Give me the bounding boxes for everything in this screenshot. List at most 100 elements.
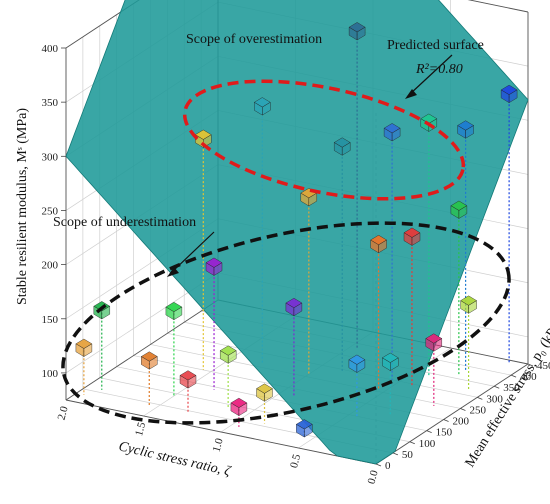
x-tick-label: 1.5 [133, 421, 148, 438]
data-point-23 [383, 123, 401, 142]
cube-right [508, 89, 518, 104]
cube-right [304, 423, 313, 438]
annotation-underestimation: Scope of underestimation [53, 215, 196, 230]
data-point-1 [75, 338, 93, 357]
data-point-14 [425, 333, 443, 352]
y-tick-label: 450 [537, 360, 550, 372]
y-tick-label: 0 [385, 460, 391, 472]
data-point-25 [457, 120, 474, 139]
z-tick-label: 400 [42, 43, 59, 55]
y-axis-label: Mean effective stress, p₀ (kPa) [463, 317, 550, 471]
y-tick-label: 250 [469, 404, 486, 416]
data-point-6 [179, 370, 197, 389]
y-tick-label: 350 [503, 382, 520, 394]
data-point-15 [460, 295, 477, 314]
x-tick-label: 1.0 [211, 437, 226, 454]
y-tick-mark [375, 463, 382, 467]
z-tick-label: 150 [42, 314, 59, 326]
data-point-8 [230, 397, 248, 417]
cube-right [213, 262, 223, 276]
cube-right [356, 359, 366, 373]
data-point-4 [165, 301, 183, 321]
cube-right [262, 101, 271, 116]
data-point-9 [256, 383, 273, 402]
data-point-19 [403, 227, 421, 246]
data-point-5 [205, 257, 223, 276]
cube-right [468, 300, 477, 314]
cube-right [238, 402, 248, 417]
surface-label-arrowhead [405, 89, 417, 99]
data-point-12 [348, 354, 366, 373]
cube-right [149, 356, 158, 370]
cube-right [83, 343, 93, 357]
data-point-13 [381, 352, 399, 371]
cube-right [187, 375, 197, 389]
box-edge [65, 299, 219, 401]
y-tick-mark [527, 363, 534, 367]
y-tick-label: 50 [402, 449, 414, 461]
y-tick-mark [426, 430, 432, 434]
x-tick-label: 0.5 [288, 453, 303, 470]
box-edge [65, 0, 140, 49]
y-tick-mark [460, 408, 466, 411]
cube-right [390, 357, 399, 371]
cube-right [308, 192, 317, 207]
y-tick-mark [409, 441, 415, 445]
data-point-27 [500, 84, 518, 104]
y-tick-label: 150 [436, 427, 453, 439]
underestimation-arrow [171, 231, 215, 273]
y-tick-mark [392, 452, 399, 456]
y-tick-label: 200 [453, 416, 470, 428]
cube-right [227, 350, 237, 364]
cube-right [458, 205, 468, 219]
z-tick-label: 200 [42, 260, 59, 272]
data-point-7 [219, 345, 237, 364]
annotation-overestimation: Scope of overestimation [186, 32, 322, 47]
cube-right [264, 388, 273, 402]
cube-right [433, 338, 442, 352]
y-tick-mark [494, 385, 500, 389]
box-edge [467, 0, 529, 13]
underestimation-arrowhead [167, 267, 179, 277]
y-tick-label: 400 [520, 371, 537, 383]
annotation-r2: R²=0.80 [415, 62, 463, 77]
cube-right [378, 239, 387, 254]
cube-right [356, 26, 366, 41]
annotation-predicted-surface: Predicted surface [387, 38, 484, 53]
y-tick-mark [477, 396, 483, 400]
data-point-24 [420, 113, 438, 132]
data-point-18 [370, 234, 387, 254]
x-tick-label: 0.0 [366, 469, 381, 486]
z-axis-label: Stable resilient modulus, Mˢ (MPa) [15, 108, 30, 305]
ticks-layer: 1001502002503003504000.00.51.01.52.00501… [42, 43, 550, 485]
z-tick-label: 250 [42, 205, 59, 217]
x-tick-label: 2.0 [56, 405, 71, 422]
underestimation-ellipse [61, 221, 511, 425]
data-point-22 [333, 137, 351, 156]
z-tick-label: 350 [42, 97, 59, 109]
data-point-17 [300, 188, 318, 207]
cube-right [173, 306, 183, 321]
box-edge [65, 399, 377, 465]
data-point-21 [253, 97, 271, 116]
cube-right [391, 127, 401, 142]
data-point-20 [450, 200, 468, 219]
cube-right [342, 142, 351, 156]
cube-right [465, 125, 474, 139]
surface-label-arrow [409, 54, 453, 95]
z-tick-label: 300 [42, 151, 59, 163]
y-tick-mark [443, 419, 449, 422]
z-tick-label: 100 [42, 368, 59, 380]
cube-right [101, 305, 111, 320]
data-point-10 [295, 419, 313, 438]
box-edge [375, 363, 529, 465]
data-point-3 [140, 351, 158, 370]
cube-right [411, 232, 421, 246]
data-point-26 [348, 22, 366, 41]
y-tick-label: 100 [419, 438, 436, 450]
cube-right [293, 302, 303, 317]
y-tick-mark [510, 374, 517, 378]
stems-layer [83, 29, 510, 438]
